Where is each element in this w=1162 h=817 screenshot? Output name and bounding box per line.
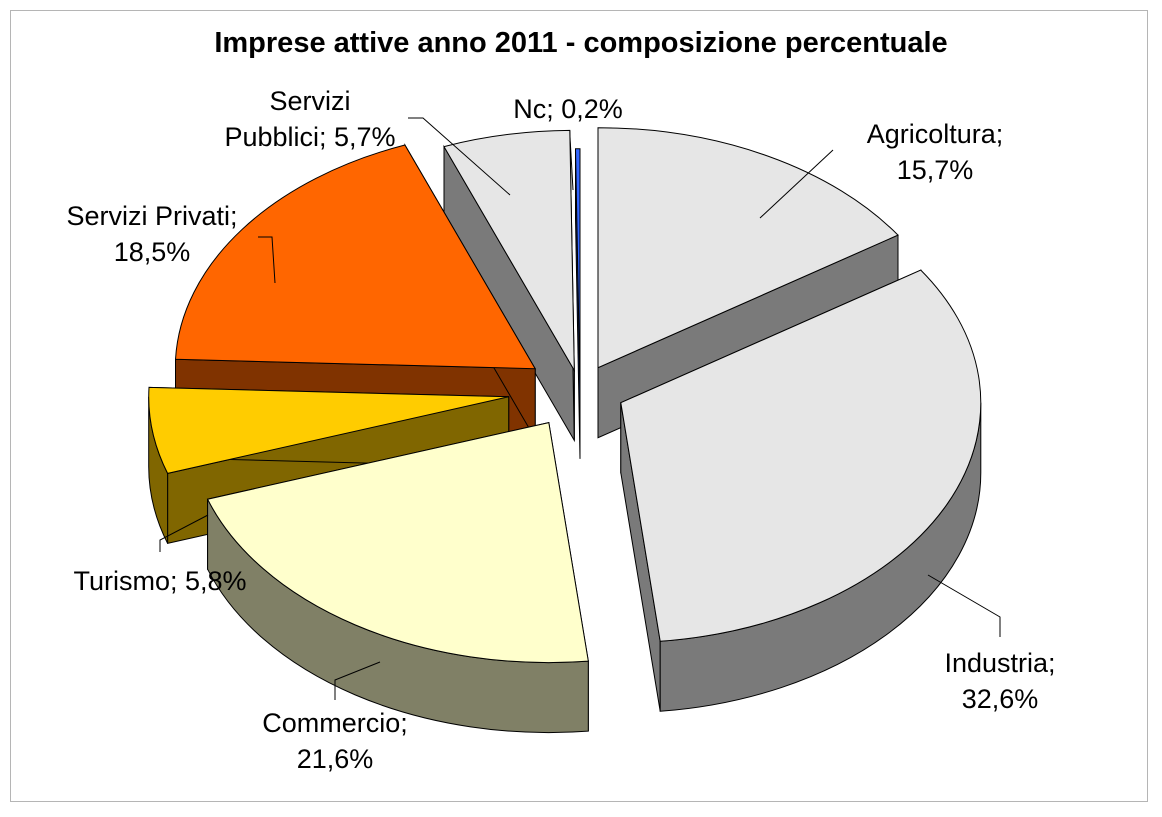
slice-label-servizi-pubblici: Servizi Pubblici; 5,7% bbox=[224, 86, 395, 152]
slice-label-servizi-privati: Servizi Privati; 18,5% bbox=[66, 201, 237, 267]
pie-slice-servizi-pubblici bbox=[443, 129, 575, 443]
slice-label-turismo: Turismo; 5,8% bbox=[73, 566, 246, 596]
leader-line-commercio bbox=[334, 661, 381, 700]
slice-label-line: Commercio; bbox=[262, 708, 408, 738]
leader-line-turismo bbox=[159, 514, 209, 552]
pie-slice-nc bbox=[574, 148, 581, 459]
slice-label-line: 18,5% bbox=[114, 237, 191, 267]
slice-label-line: Agricoltura; bbox=[867, 119, 1004, 149]
pie-slice-turismo bbox=[148, 386, 510, 545]
pie-slice-commercio bbox=[206, 421, 589, 733]
leader-line-servizi-pubblici bbox=[408, 117, 511, 196]
slice-label-line: Servizi Privati; bbox=[66, 201, 237, 231]
slice-label-line: Industria; bbox=[944, 648, 1055, 678]
chart-frame bbox=[10, 10, 1148, 802]
slice-label-line: Nc; 0,2% bbox=[513, 94, 623, 124]
slice-label-line: 21,6% bbox=[297, 744, 374, 774]
leader-line-agricoltura bbox=[759, 149, 834, 219]
slice-label-line: Turismo; 5,8% bbox=[73, 566, 246, 596]
slice-label-agricoltura: Agricoltura; 15,7% bbox=[867, 119, 1004, 185]
slice-label-industria: Industria; 32,6% bbox=[944, 648, 1055, 714]
pie-slice-industria bbox=[620, 269, 982, 712]
chart-title: Imprese attive anno 2011 - composizione … bbox=[214, 27, 947, 59]
slice-label-commercio: Commercio; 21,6% bbox=[262, 708, 408, 774]
slice-label-line: Pubblici; 5,7% bbox=[224, 122, 395, 152]
leader-line-industria bbox=[927, 574, 1001, 637]
leader-line-servizi-privati bbox=[258, 236, 276, 284]
slice-label-line: 32,6% bbox=[962, 684, 1039, 714]
slice-label-line: 15,7% bbox=[897, 155, 974, 185]
labels-layer: Agricoltura; 15,7% Industria; 32,6% Commerci… bbox=[66, 86, 1055, 774]
slice-label-line: Servizi bbox=[269, 86, 350, 116]
slice-label-nc: Nc; 0,2% bbox=[513, 94, 623, 124]
leader-line-nc bbox=[569, 136, 574, 191]
slices-layer bbox=[148, 127, 982, 733]
